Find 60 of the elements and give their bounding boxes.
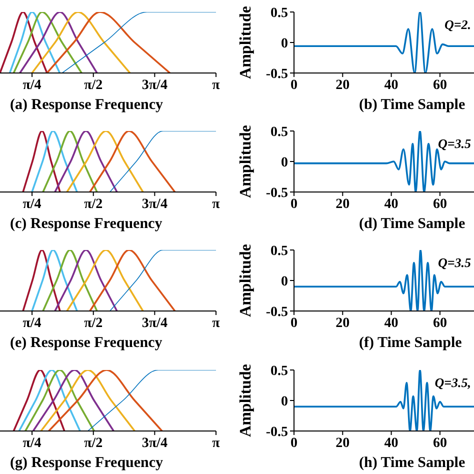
x-axis-title: (d) Time Sample	[359, 215, 466, 233]
annotation: Q=3.5	[438, 255, 471, 271]
y-tick-label: -0.5	[266, 66, 288, 82]
y-tick-label: -0.5	[266, 304, 288, 320]
y-axis-title: Amplitude	[238, 244, 255, 317]
x-tick-label: 3π/4	[142, 316, 168, 331]
x-tick-label: 20	[336, 316, 350, 331]
y-tick-label: 0	[281, 155, 288, 170]
y-axis-title: Amplitude	[238, 125, 255, 198]
y-tick-label: 0.5	[270, 244, 288, 259]
annotation: Q=3.5,	[434, 375, 471, 391]
x-tick-label: 20	[336, 196, 350, 212]
x-tick-label: π/4	[22, 316, 42, 331]
y-axis-title: Amplitude	[238, 6, 255, 79]
x-tick-label: π/4	[22, 436, 42, 451]
x-tick-label: π/4	[22, 78, 42, 93]
x-axis-title: (b) Time Sample	[359, 96, 466, 114]
x-tick-label: 0	[290, 196, 298, 212]
x-tick-label: 0	[290, 316, 298, 331]
x-axis-title: (g) Response Frequency	[10, 454, 164, 472]
x-tick-label: 20	[336, 436, 350, 451]
x-tick-label: π/2	[84, 78, 103, 93]
x-tick-label: π/2	[84, 196, 103, 212]
y-tick-label: 0	[281, 274, 288, 290]
y-tick-label: 0.5	[270, 6, 288, 21]
y-tick-label: 0.5	[270, 124, 288, 140]
x-axis-title: (a) Response Frequency	[10, 96, 164, 114]
x-tick-label: 60	[432, 436, 447, 451]
x-tick-label: π/2	[84, 436, 103, 451]
y-tick-label: -0.5	[266, 186, 288, 201]
y-axis-title: Amplitude	[238, 364, 255, 437]
y-tick-label: 0.5	[270, 364, 288, 379]
x-tick-label: 40	[384, 196, 398, 212]
annotation: Q=3.5	[438, 136, 471, 152]
x-tick-label: 60	[432, 78, 447, 93]
x-tick-label: π	[212, 436, 220, 451]
x-tick-label: π	[212, 316, 220, 331]
x-tick-label: 0	[290, 436, 298, 451]
y-tick-label: -0.5	[266, 424, 288, 440]
x-tick-label: 0	[290, 78, 298, 93]
x-tick-label: π	[212, 196, 220, 212]
annotation: Q=2.	[444, 17, 471, 33]
x-tick-label: 40	[384, 78, 398, 93]
x-tick-label: 40	[384, 316, 398, 331]
x-axis-title: (h) Time Sample	[359, 454, 466, 472]
x-tick-label: 20	[336, 78, 350, 93]
x-axis-title: (c) Response Frequency	[10, 215, 162, 233]
y-tick-label: 0	[281, 394, 288, 410]
x-axis-title: (e) Response Frequency	[10, 334, 162, 352]
x-tick-label: π/4	[22, 196, 42, 212]
x-tick-label: 60	[432, 196, 447, 212]
x-tick-label: 3π/4	[142, 436, 168, 451]
x-tick-label: π/2	[84, 316, 103, 331]
x-tick-label: 3π/4	[142, 196, 168, 212]
x-tick-label: π	[212, 78, 220, 93]
x-tick-label: 3π/4	[142, 78, 168, 93]
y-tick-label: 0	[281, 36, 288, 52]
x-axis-title: (f) Time Sample	[359, 334, 462, 352]
x-tick-label: 60	[432, 316, 447, 331]
x-tick-label: 40	[384, 436, 398, 451]
